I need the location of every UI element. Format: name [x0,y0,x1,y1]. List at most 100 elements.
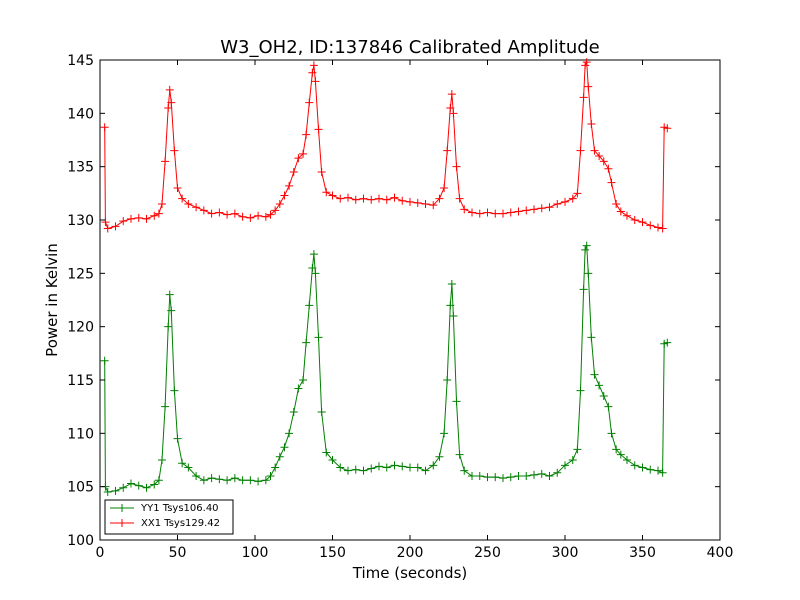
data-point [351,195,360,204]
data-point [475,209,484,218]
data-point [646,465,655,474]
data-point [266,472,275,480]
x-tick-label: 50 [169,545,187,561]
data-point [406,463,414,472]
data-point [294,154,303,163]
y-tick-label: 105 [67,480,94,496]
data-point [449,312,458,320]
data-point [230,474,239,483]
data-point [305,98,314,107]
data-point [491,209,500,218]
data-point [506,473,515,482]
y-tick-label: 135 [67,160,94,176]
data-point [100,356,109,365]
data-point [184,200,193,208]
data-point [582,58,591,67]
data-point [328,191,337,200]
y-tick-label: 125 [67,266,94,282]
data-point [178,459,187,468]
data-point [299,149,308,158]
data-point [101,218,110,227]
data-point [328,456,337,464]
y-axis-ticks: 100 105 110 115 120 125 130 135 140 145 [67,53,720,549]
legend-marker-xx1 [118,519,126,527]
data-point [475,472,484,480]
data-point [344,193,352,202]
data-point [314,333,323,342]
data-point [581,61,590,70]
data-point [158,456,166,464]
data-point [285,181,294,190]
data-point [390,193,399,202]
data-point [271,206,280,215]
data-point [421,200,430,208]
data-point [302,338,311,347]
data-point [336,463,345,472]
data-point [103,224,112,233]
data-point [309,250,318,259]
data-point [336,194,345,203]
data-point [167,306,176,315]
data-point [266,210,275,219]
data-point [646,221,655,230]
data-point [604,164,613,173]
data-point [280,191,289,200]
x-tick-label: 350 [629,545,656,561]
data-point [207,209,216,218]
series-yy1 [100,241,672,496]
legend-marker-yy1 [118,504,126,512]
data-point [261,212,270,221]
data-point [413,198,422,207]
data-point [164,104,173,112]
data-point [607,429,616,438]
data-point [452,162,461,171]
data-point [173,434,182,443]
data-point [537,469,546,478]
data-point [429,201,438,210]
data-point [582,241,591,250]
x-tick-label: 250 [474,545,501,561]
data-point [623,456,631,464]
data-point [468,472,476,480]
data-point [280,443,289,452]
y-tick-label: 110 [67,426,94,442]
data-point [165,85,174,94]
data-point [351,465,360,474]
data-point [455,450,464,459]
data-point [261,476,270,485]
y-tick-label: 100 [67,533,94,549]
data-point [359,194,368,203]
data-point [308,264,317,272]
data-point [382,463,391,472]
data-point [630,461,639,470]
data-point [238,476,247,485]
data-point [654,466,662,475]
data-point [223,476,232,485]
data-point [223,210,232,219]
x-tick-label: 400 [707,545,734,561]
data-point [545,203,554,212]
data-point [314,125,323,134]
data-point [294,384,303,393]
x-axis-label: Time (seconds) [352,564,468,582]
data-point [285,429,294,438]
y-axis-label: Power in Kelvin [43,243,61,357]
data-point [367,464,376,473]
data-point [161,402,170,411]
data-point [587,333,596,342]
data-point [246,476,255,485]
data-point [483,208,492,217]
data-point [142,483,151,492]
data-point [170,386,179,395]
data-point [167,98,176,107]
data-point [573,445,582,454]
data-point [579,285,588,294]
data-point [443,146,452,155]
data-point [322,448,331,457]
data-point [468,208,476,217]
data-point [119,217,128,226]
data-point [658,224,667,233]
data-point [447,90,456,99]
data-point [344,466,352,475]
data-point [215,475,224,484]
